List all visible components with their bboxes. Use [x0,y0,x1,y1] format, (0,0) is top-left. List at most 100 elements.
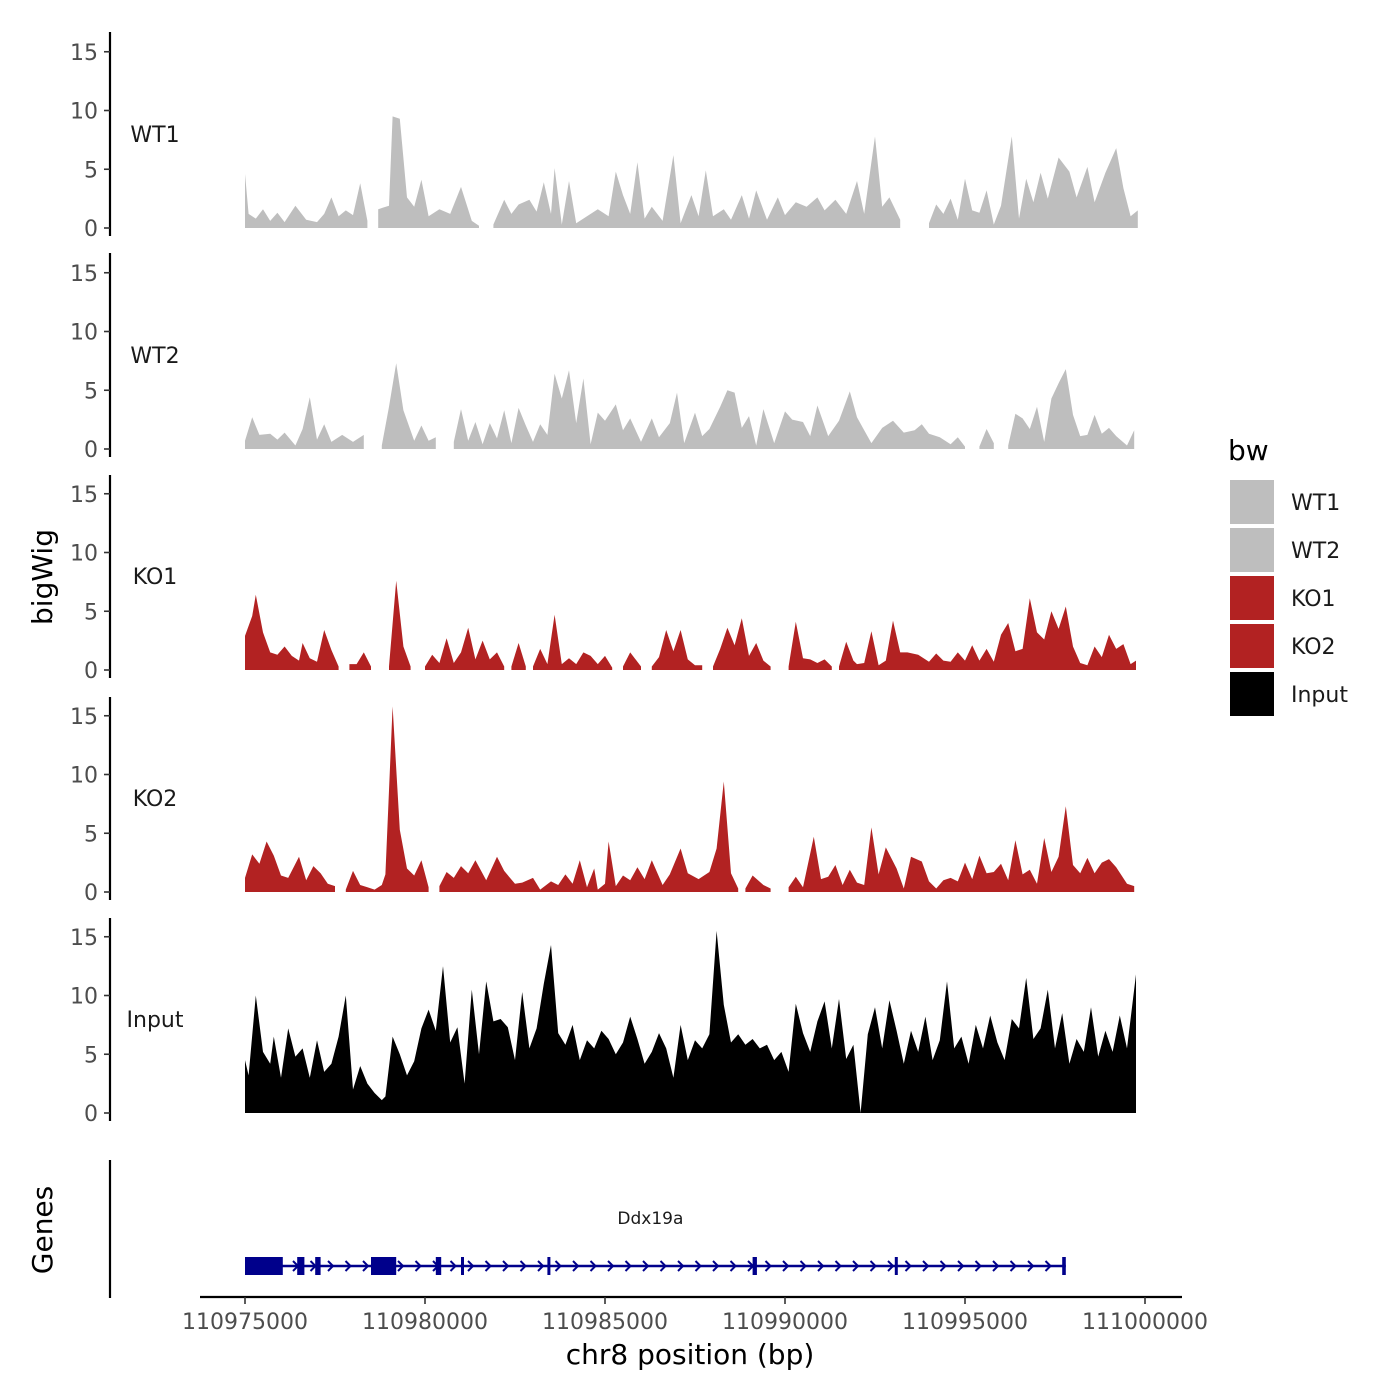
coverage-area-ko1 [533,614,613,670]
genes-layer: Ddx19a [108,1160,1066,1298]
coverage-area-input [245,930,1136,1113]
track-ko2: 0 5 10 15 KO2 [70,697,1135,906]
strand-arrow [607,1260,615,1272]
y-tick-label: 0 [84,1102,98,1127]
strand-arrow [659,1260,667,1272]
y-tick-label: 10 [70,985,98,1010]
strand-arrow [834,1260,842,1272]
x-tick-label: 111000000 [1082,1310,1208,1335]
strand-arrow [869,1260,877,1272]
strand-arrow [677,1260,685,1272]
legend-label-wt2: WT2 [1291,539,1340,564]
track-wt2: 0 5 10 15 WT2 [70,253,1135,463]
strand-arrow [502,1260,510,1272]
gene-exon [547,1257,551,1275]
x-axis: 110975000 110980000 110985000 110990000 1109… [182,1295,1208,1335]
y-tick-label: 15 [70,483,98,508]
legend-title: bw [1228,434,1269,467]
coverage-area-ko1 [788,621,832,670]
coverage-area-ko2 [745,875,771,892]
y-tick-label: 10 [70,100,98,125]
strand-arrow [519,1260,527,1272]
legend-swatch-ko2 [1230,624,1274,668]
coverage-area-ko1 [651,630,703,670]
strand-arrow [624,1260,632,1272]
legend-label-wt1: WT1 [1291,491,1340,516]
track-label-ko2: KO2 [133,787,178,812]
strand-arrow [694,1260,702,1272]
y-tick-label: 10 [70,764,98,789]
strand-arrow [992,1260,1000,1272]
strand-arrow [1044,1260,1052,1272]
strand-arrow [589,1260,597,1272]
coverage-area-ko1 [623,652,641,670]
coverage-area-ko1 [839,598,1136,670]
gene-exon [315,1257,321,1275]
gene-exon [461,1257,464,1275]
strand-arrow [939,1260,947,1272]
strand-arrow [327,1260,335,1272]
gene-exon [752,1257,757,1275]
coverage-area-ko1 [511,643,526,670]
track-label-ko1: KO1 [133,565,178,590]
strand-arrow [712,1260,720,1272]
strand-arrow [922,1260,930,1272]
genes-axis-title: Genes [26,1186,59,1274]
gene-exon [245,1257,283,1275]
y-tick-label: 5 [84,1043,98,1068]
y-tick-label: 5 [84,158,98,183]
y-tick-label: 10 [70,321,98,346]
strand-arrow [1009,1260,1017,1272]
strand-arrow [484,1260,492,1272]
strand-arrow [537,1260,545,1272]
legend-swatch-input [1230,672,1274,716]
gene-name-label: Ddx19a [617,1209,683,1229]
y-tick-label: 5 [84,379,98,404]
coverage-area-wt1 [493,136,901,228]
coverage-area-wt2 [381,363,436,449]
y-tick-label: 5 [84,600,98,625]
gene-exon [1062,1257,1066,1275]
strand-arrow [887,1260,895,1272]
y-tick-label: 10 [70,542,98,567]
y-tick-label: 15 [70,41,98,66]
strand-arrow [467,1260,475,1272]
y-tick-label: 15 [70,262,98,287]
coverage-area-ko1 [349,652,371,670]
coverage-area-ko1 [245,594,339,670]
coverage-area-ko2 [245,841,335,892]
strand-arrow [397,1260,405,1272]
coverage-area-wt1 [378,116,479,228]
gene-exon [435,1257,442,1275]
strand-arrow [852,1260,860,1272]
coverage-area-wt2 [453,370,965,449]
strand-arrow [799,1260,807,1272]
y-tick-label: 5 [84,822,98,847]
strand-arrow [764,1260,772,1272]
strand-arrow [1027,1260,1035,1272]
gene-exon [297,1257,305,1275]
strand-arrow [904,1260,912,1272]
coverage-area-ko1 [425,627,505,670]
strand-arrow [449,1260,457,1272]
y-tick-label: 0 [84,881,98,906]
gene-ddx19a: Ddx19a [245,1209,1066,1275]
legend-label-ko1: KO1 [1291,587,1336,612]
strand-arrow [554,1260,562,1272]
x-tick-label: 110980000 [362,1310,488,1335]
track-label-input: Input [127,1008,184,1033]
coverage-area-ko1 [713,618,771,670]
strand-arrow [817,1260,825,1272]
legend-swatch-wt2 [1230,528,1274,572]
y-tick-label: 15 [70,926,98,951]
legend-swatch-wt1 [1230,480,1274,524]
coverage-area-wt2 [245,397,364,449]
coverage-area-wt2 [1008,369,1135,449]
legend: bw WT1 WT2 KO1 KO2 Input [1228,434,1348,716]
coverage-area-ko2 [345,706,429,892]
strand-arrow [729,1260,737,1272]
y-tick-label: 0 [84,217,98,242]
y-tick-label: 15 [70,705,98,730]
y-tick-label: 0 [84,438,98,463]
x-axis-title: chr8 position (bp) [566,1338,815,1371]
